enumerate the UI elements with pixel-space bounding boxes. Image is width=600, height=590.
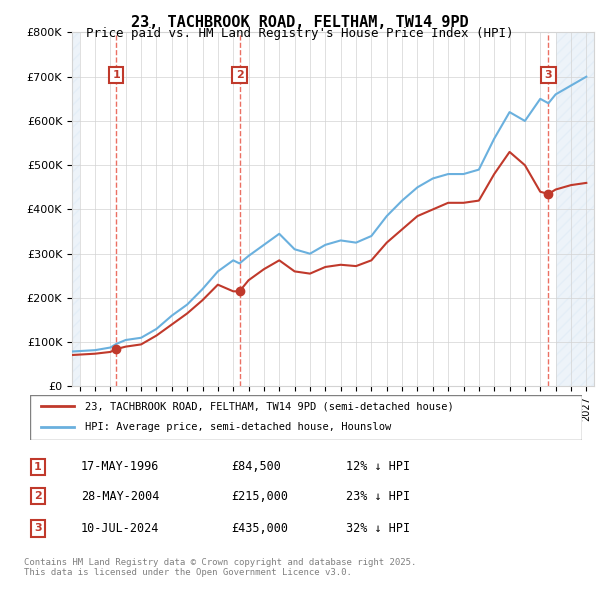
Bar [72, 32, 80, 386]
Text: 2: 2 [34, 491, 42, 501]
Text: £84,500: £84,500 [231, 460, 281, 473]
Text: 3: 3 [545, 70, 552, 80]
Text: 1: 1 [34, 462, 42, 472]
Text: 23, TACHBROOK ROAD, FELTHAM, TW14 9PD: 23, TACHBROOK ROAD, FELTHAM, TW14 9PD [131, 15, 469, 30]
Text: 3: 3 [34, 523, 42, 533]
Text: £435,000: £435,000 [231, 522, 288, 535]
Text: Contains HM Land Registry data © Crown copyright and database right 2025.
This d: Contains HM Land Registry data © Crown c… [24, 558, 416, 577]
Text: 12% ↓ HPI: 12% ↓ HPI [346, 460, 410, 473]
Text: £215,000: £215,000 [231, 490, 288, 503]
Text: 23, TACHBROOK ROAD, FELTHAM, TW14 9PD (semi-detached house): 23, TACHBROOK ROAD, FELTHAM, TW14 9PD (s… [85, 401, 454, 411]
Text: 28-MAY-2004: 28-MAY-2004 [81, 490, 160, 503]
Text: 1: 1 [112, 70, 120, 80]
Bar [556, 32, 594, 386]
Text: 17-MAY-1996: 17-MAY-1996 [81, 460, 160, 473]
Text: HPI: Average price, semi-detached house, Hounslow: HPI: Average price, semi-detached house,… [85, 422, 391, 432]
Text: 23% ↓ HPI: 23% ↓ HPI [346, 490, 410, 503]
Text: 2: 2 [236, 70, 244, 80]
Text: 10-JUL-2024: 10-JUL-2024 [81, 522, 160, 535]
FancyBboxPatch shape [30, 395, 582, 440]
Text: 32% ↓ HPI: 32% ↓ HPI [346, 522, 410, 535]
Text: Price paid vs. HM Land Registry's House Price Index (HPI): Price paid vs. HM Land Registry's House … [86, 27, 514, 40]
